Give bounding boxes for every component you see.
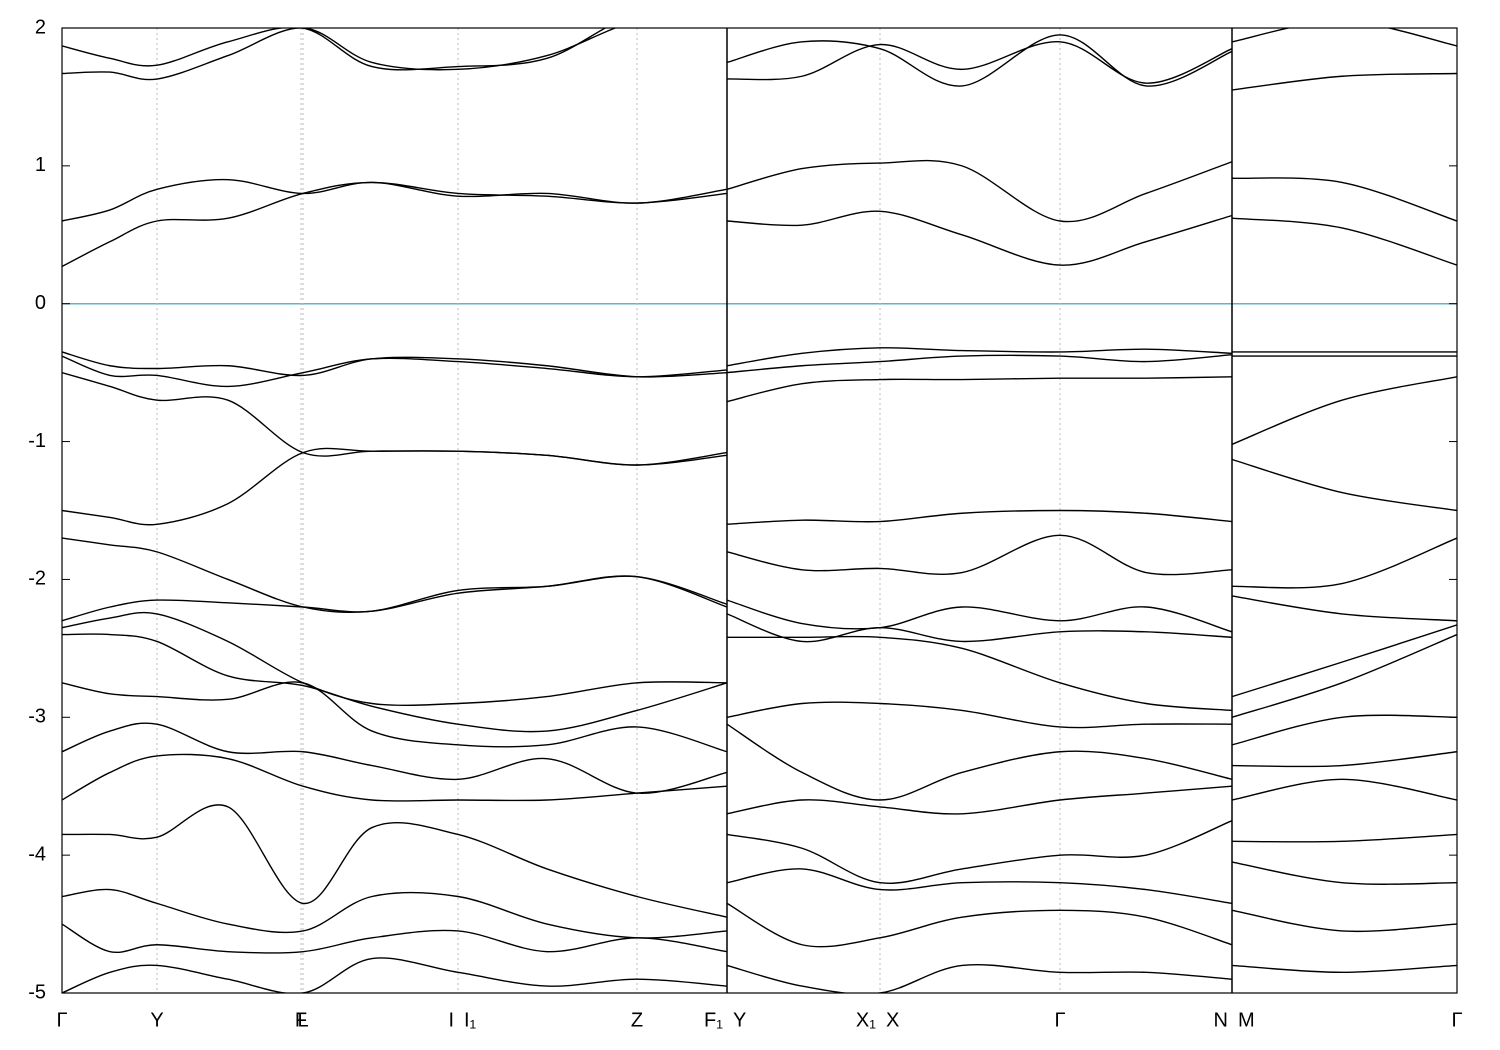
band xyxy=(62,861,1457,939)
band xyxy=(62,28,1457,87)
band xyxy=(62,159,1457,223)
band xyxy=(62,722,1457,801)
x-tick-label: F₁ xyxy=(704,1009,723,1031)
x-tick-label: M xyxy=(1238,1009,1255,1031)
band xyxy=(62,753,1457,815)
band xyxy=(62,371,1457,466)
band xyxy=(62,681,1457,753)
y-tick-label: 0 xyxy=(35,292,46,314)
x-tick-label: L xyxy=(297,1009,308,1031)
grid xyxy=(61,28,1458,993)
band xyxy=(62,354,1457,388)
x-tick-label: Y xyxy=(150,1009,163,1031)
x-tick-label: X₁ xyxy=(856,1009,876,1031)
x-tick-label: Γ xyxy=(56,1009,67,1031)
band xyxy=(62,804,1457,918)
x-tick-label: I xyxy=(448,1009,454,1031)
band xyxy=(62,957,1457,993)
band xyxy=(62,28,1457,91)
labels: -5 -4 -3 -2 -1 0 1 2 Γ Y FL I I₁ Z F₁ Y X₁ X Γ N M Γ xyxy=(28,16,1462,1031)
bands xyxy=(62,28,1457,993)
plot-frame xyxy=(61,27,1458,994)
y-tick-label: -4 xyxy=(28,843,46,865)
x-tick-label: I₁ xyxy=(464,1009,477,1031)
x-tick-label: N xyxy=(1214,1009,1228,1031)
y-tick-label: -5 xyxy=(28,981,46,1003)
band xyxy=(62,447,1457,526)
band xyxy=(62,611,1457,707)
y-tick-label: -3 xyxy=(28,706,46,728)
y-tick-label: 2 xyxy=(35,16,46,38)
x-tick-label: F xyxy=(295,1009,307,1031)
y-tick-label: -2 xyxy=(28,568,46,590)
band xyxy=(62,575,1457,633)
y-tick-label: -1 xyxy=(28,430,46,452)
x-tick-label: Z xyxy=(631,1009,643,1031)
band xyxy=(62,534,1457,613)
band xyxy=(62,181,1457,268)
y-tick-label: 1 xyxy=(35,154,46,176)
x-tick-label: X xyxy=(886,1009,899,1031)
x-tick-label: Γ xyxy=(1054,1009,1065,1031)
band xyxy=(62,347,1457,378)
x-tick-label: Y xyxy=(733,1009,746,1031)
band xyxy=(62,633,1457,733)
band xyxy=(62,902,1457,954)
x-tick-label: Γ xyxy=(1451,1009,1462,1031)
